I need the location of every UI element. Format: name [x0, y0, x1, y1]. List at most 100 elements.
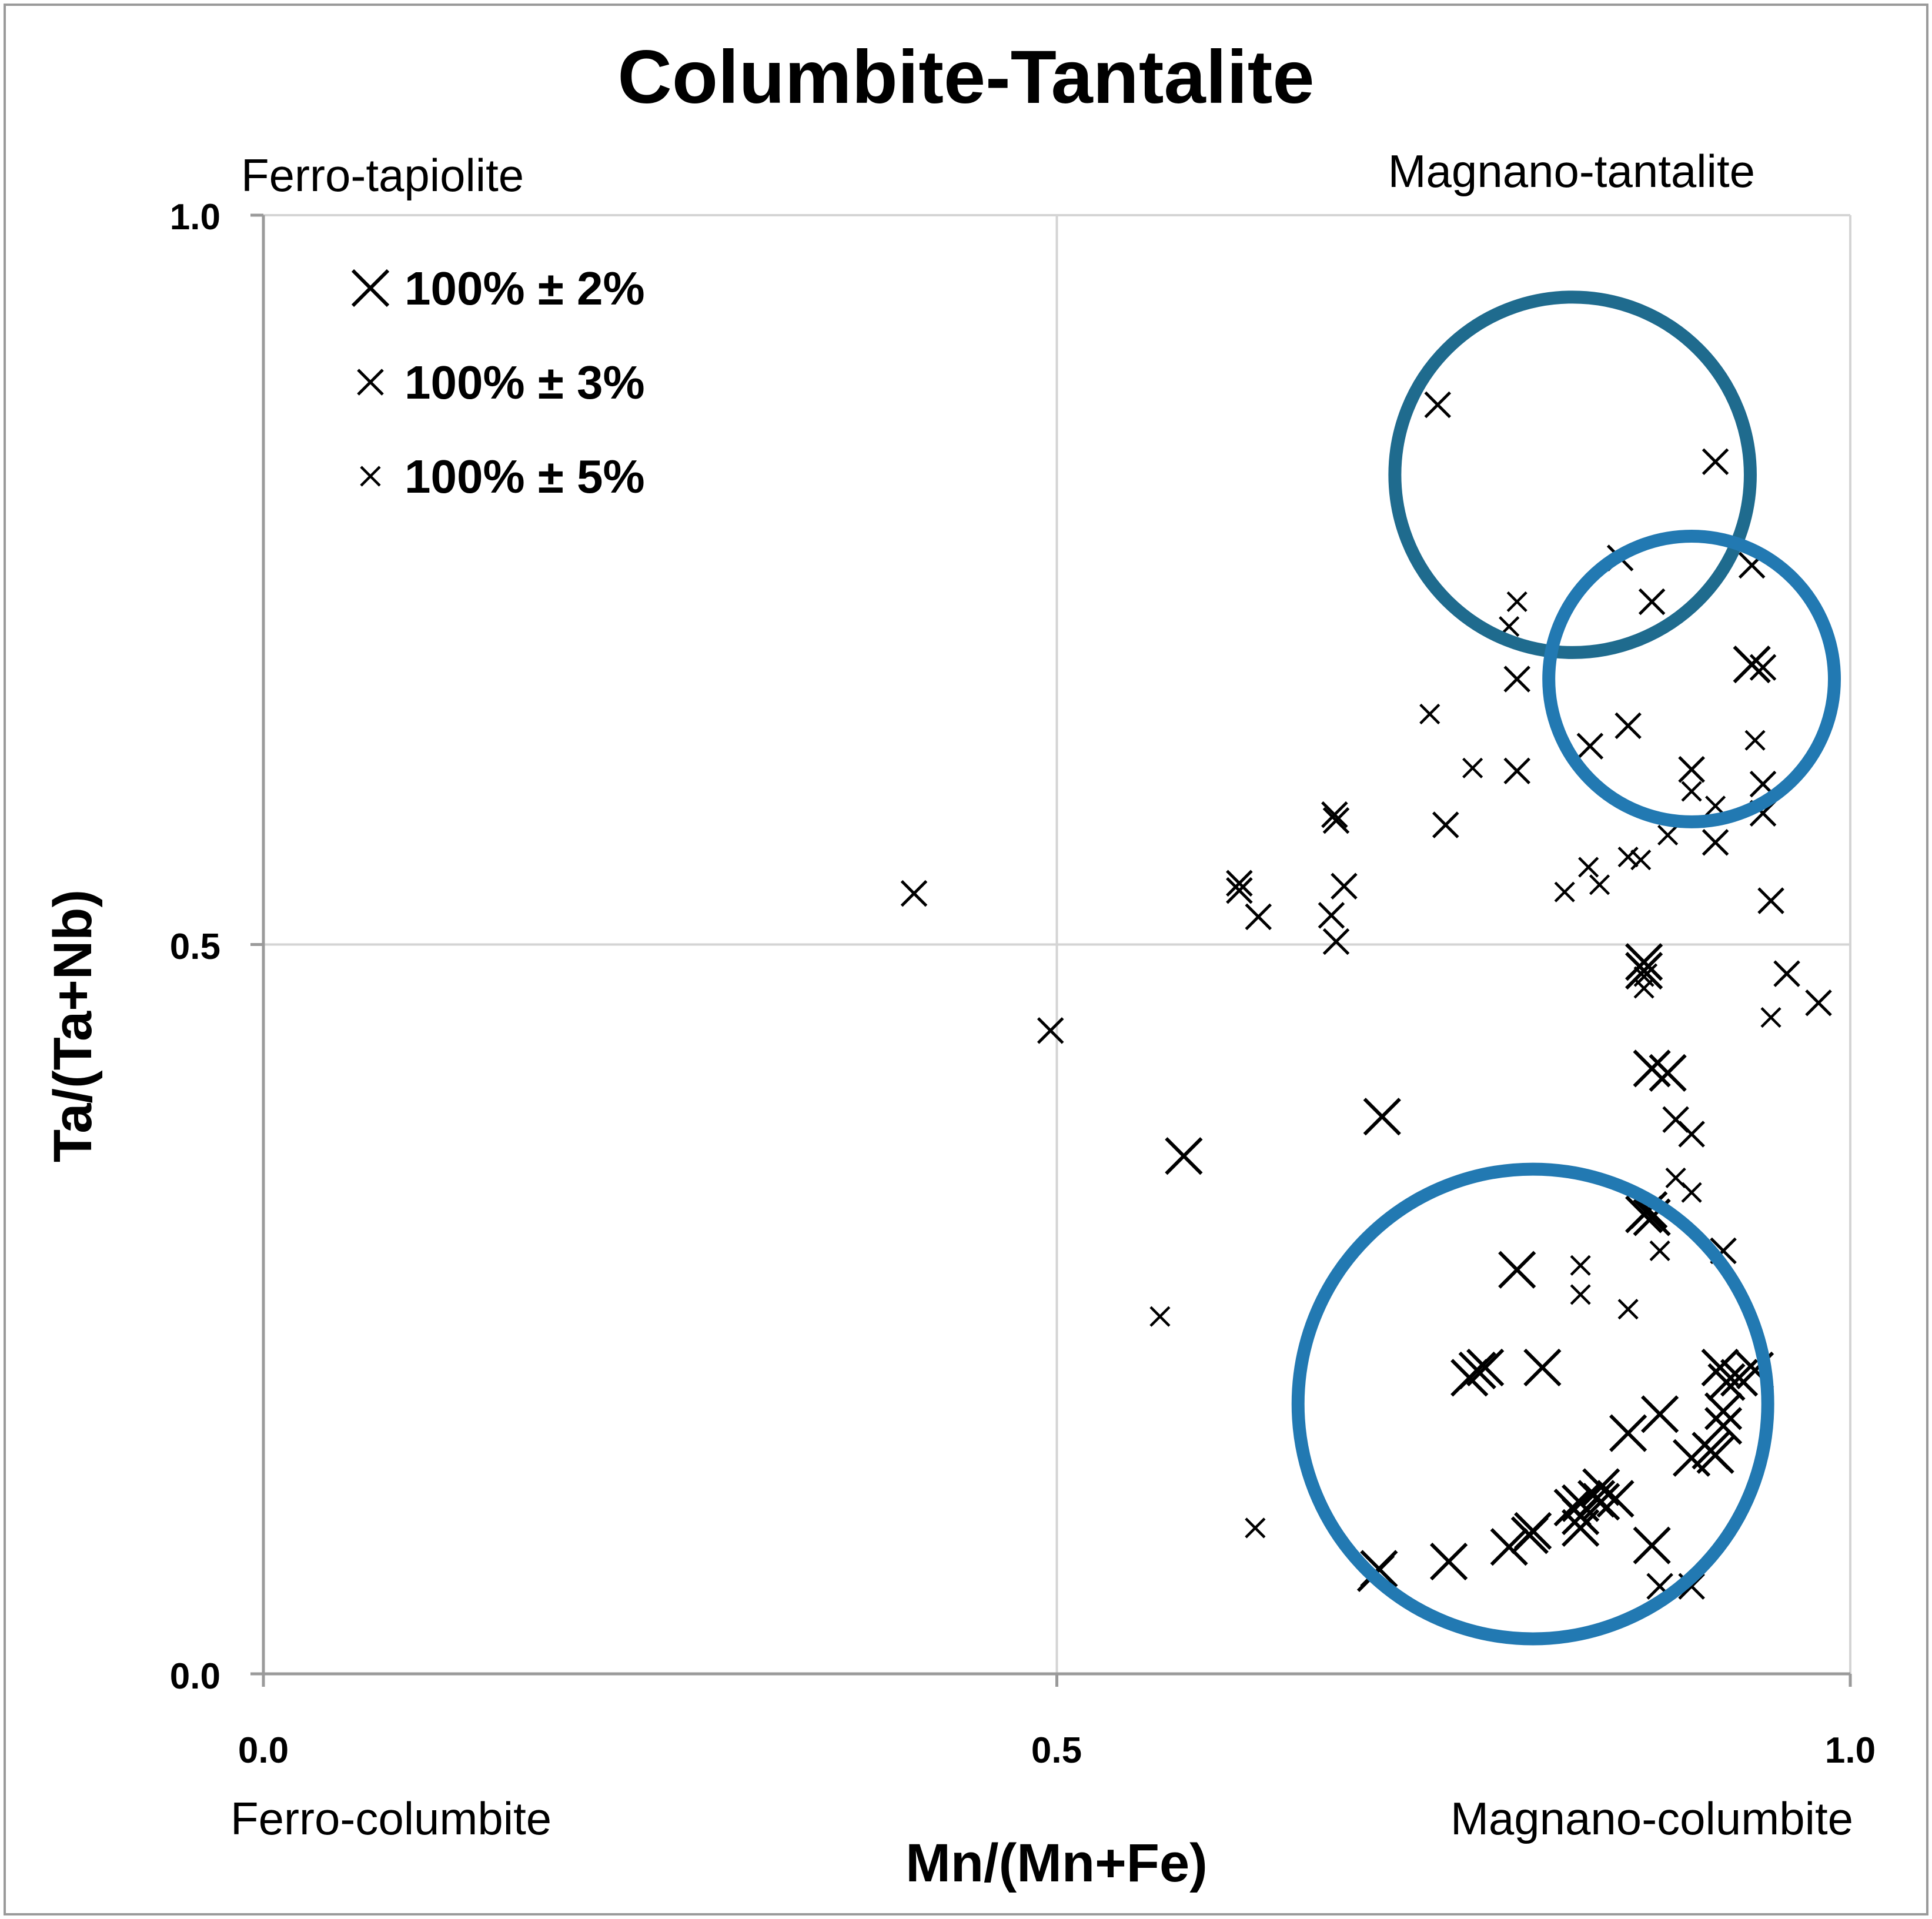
data-point-s0-18: [1582, 1468, 1620, 1506]
cluster-circle-1: [1542, 530, 1841, 828]
data-point-s1-14: [1318, 902, 1345, 929]
data-point-s2-14: [1657, 824, 1679, 846]
data-point-s1-0: [900, 880, 928, 907]
data-point-s0-34: [1625, 943, 1663, 981]
cluster-circles: [1291, 290, 1841, 1646]
data-point-s0-22: [1609, 1414, 1647, 1452]
data-point-s0-19: [1562, 1497, 1600, 1536]
data-point-s2-9: [1617, 847, 1639, 868]
data-point-s2-24: [1570, 1255, 1591, 1276]
data-point-s2-6: [1554, 881, 1575, 902]
chart-title: Columbite-Tantalite: [617, 35, 1314, 119]
data-point-s1-17: [1432, 811, 1459, 838]
legend-x-0: [351, 269, 390, 307]
data-point-s0-2: [1498, 1251, 1536, 1289]
data-point-s0-25: [1672, 1439, 1711, 1477]
data-point-s1-11: [1322, 928, 1350, 955]
axes: [250, 213, 1852, 1687]
data-point-s1-9: [1321, 801, 1348, 828]
legend-label-0: 100% ± 2%: [405, 262, 645, 315]
chart-frame: [4, 4, 1928, 1915]
data-point-s2-2: [1506, 591, 1527, 613]
data-point-s0-23: [1640, 1395, 1679, 1433]
data-point-s1-20: [1615, 712, 1642, 740]
data-point-s2-21: [1649, 1240, 1670, 1262]
legend-label-1: 100% ± 3%: [405, 356, 645, 409]
data-point-s0-1: [1363, 1098, 1401, 1136]
data-point-s2-3: [1419, 703, 1440, 725]
data-point-s2-10: [1630, 850, 1652, 871]
legend-x-2: [360, 466, 381, 487]
data-point-s0-35: [1633, 1049, 1671, 1088]
data-point-s1-30: [1678, 1121, 1705, 1148]
data-point-s0-4: [1458, 1351, 1496, 1390]
data-point-s2-18: [1760, 1007, 1781, 1028]
data-point-s2-1: [1245, 1517, 1266, 1539]
legend: 100% ± 2% 100% ± 3% 100% ± 5%: [351, 262, 645, 503]
region-label-magnano-tantalite: Magnano-tantalite: [1388, 145, 1755, 197]
data-point-s0-0: [1165, 1137, 1203, 1175]
data-point-s2-20: [1681, 1182, 1702, 1203]
data-point-s1-15: [1226, 870, 1253, 897]
data-point-s2-8: [1589, 874, 1610, 895]
data-point-s2-7: [1578, 857, 1599, 878]
data-point-s2-0: [1149, 1306, 1171, 1327]
region-label-ferro-columbite: Ferro-columbite: [230, 1793, 551, 1844]
data-point-s1-19: [1576, 733, 1604, 760]
region-label-ferro-tapiolite: Ferro-tapiolite: [241, 149, 524, 201]
data-point-s1-12: [1226, 877, 1253, 904]
data-point-s0-20: [1562, 1509, 1600, 1547]
data-point-s1-22: [1702, 829, 1729, 856]
data-point-s1-7: [1749, 654, 1777, 681]
data-point-s0-7: [1510, 1516, 1549, 1554]
data-point-s0-5: [1466, 1348, 1505, 1387]
data-point-s2-22: [1617, 1299, 1639, 1320]
data-point-s1-23: [1678, 756, 1705, 783]
x-tick-label-1: 0.5: [1031, 1730, 1082, 1771]
data-point-s1-16: [1322, 807, 1350, 834]
legend-marker-large-x: [351, 269, 390, 307]
data-point-s2-17: [1744, 730, 1766, 751]
legend-x-1: [357, 369, 384, 396]
data-point-s2-13: [1633, 966, 1654, 987]
x-tick-label-0: 0.0: [238, 1730, 289, 1771]
data-point-s1-13: [1245, 903, 1272, 931]
data-point-s1-8: [1503, 666, 1530, 693]
legend-label-2: 100% ± 5%: [405, 450, 645, 503]
y-axis-title: Ta/(Ta+Nb): [43, 890, 103, 1162]
grid: [263, 214, 1851, 1674]
x-tick-label-2: 1.0: [1825, 1730, 1876, 1771]
data-point-s0-28: [1704, 1407, 1743, 1445]
data-point-s0-31: [1704, 1392, 1743, 1430]
legend-marker-small-x: [360, 466, 381, 487]
data-point-s0-26: [1701, 1348, 1739, 1387]
data-point-s0-21: [1633, 1526, 1671, 1564]
data-markers: [900, 391, 1832, 1600]
data-point-s1-4: [1638, 588, 1666, 616]
y-tick-label-1: 0.5: [170, 927, 220, 967]
data-point-s1-1: [1037, 1017, 1064, 1044]
data-point-s2-15: [1681, 781, 1702, 802]
x-axis-title: Mn/(Mn+Fe): [905, 1833, 1208, 1893]
data-point-s0-36: [1649, 1054, 1687, 1092]
data-point-s0-30: [1696, 1436, 1734, 1474]
legend-marker-medium-x: [357, 369, 384, 396]
region-label-magnano-columbite: Magnano-columbite: [1450, 1793, 1853, 1844]
cluster-circle-2: [1291, 1162, 1774, 1646]
y-tick-label-2: 1.0: [170, 197, 220, 238]
data-point-s1-2: [1424, 391, 1452, 419]
cluster-circle-0: [1388, 290, 1757, 659]
y-tick-label-0: 0.0: [170, 1656, 220, 1697]
data-point-s2-4: [1462, 757, 1483, 778]
data-point-s0-40: [1733, 646, 1771, 684]
data-point-s0-8: [1490, 1528, 1528, 1566]
data-point-s0-14: [1523, 1348, 1562, 1387]
data-point-s1-26: [1757, 887, 1784, 914]
data-point-s1-5: [1702, 448, 1729, 476]
data-point-s1-18: [1503, 757, 1530, 785]
data-point-s2-23: [1570, 1284, 1591, 1305]
data-point-s1-10: [1331, 872, 1358, 900]
data-point-s1-28: [1805, 989, 1832, 1017]
data-point-s1-27: [1773, 960, 1800, 987]
